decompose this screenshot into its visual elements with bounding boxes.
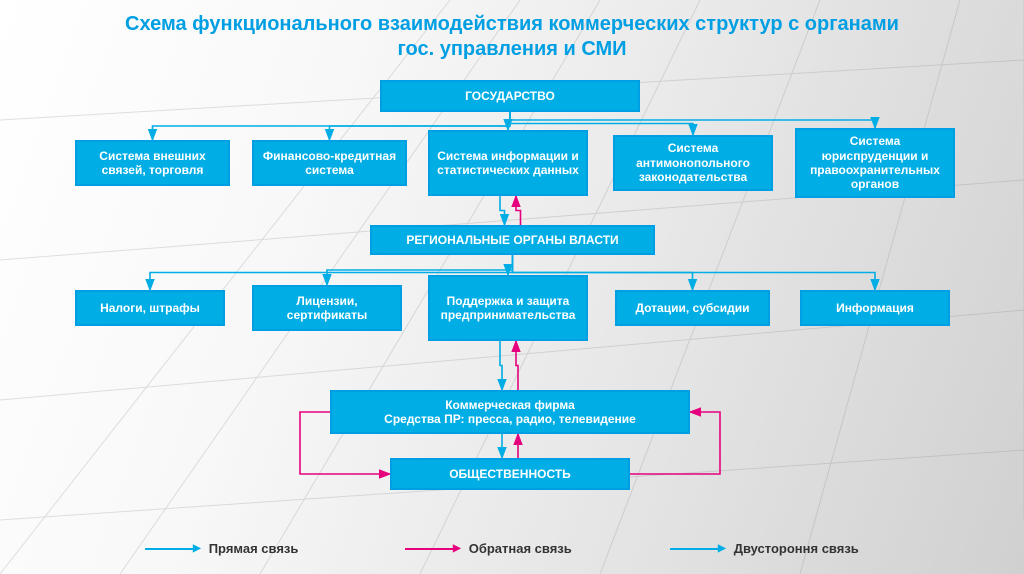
node-sys5: Система юриспруденции и правоохранительн… [795, 128, 955, 198]
legend-swatch [405, 548, 453, 550]
node-sys1: Система внешних связей, торговля [75, 140, 230, 186]
node-dot: Дотации, субсидии [615, 290, 770, 326]
legend-label: Двустороння связь [734, 541, 859, 556]
node-sys3: Система информации и статистических данн… [428, 130, 588, 196]
diagram-title: Схема функционального взаимодействия ком… [112, 12, 912, 62]
node-firm: Коммерческая фирма Средства ПР: пресса, … [330, 390, 690, 434]
node-public: ОБЩЕСТВЕННОСТЬ [390, 458, 630, 490]
node-sys2: Финансово-кредитная система [252, 140, 407, 186]
node-tax: Налоги, штрафы [75, 290, 225, 326]
legend-arrow-icon: ▶ [193, 543, 201, 554]
node-supp: Поддержка и защита предпринимательства [428, 275, 588, 341]
legend-swatch [670, 548, 718, 550]
legend-label: Обратная связь [469, 541, 572, 556]
node-gov: ГОСУДАРСТВО [380, 80, 640, 112]
legend-arrow-icon: ▶ [453, 543, 461, 554]
node-lic: Лицензии, сертификаты [252, 285, 402, 331]
node-reg: РЕГИОНАЛЬНЫЕ ОРГАНЫ ВЛАСТИ [370, 225, 655, 255]
node-sys4: Система антимонопольного законодательств… [613, 135, 773, 191]
legend-label: Прямая связь [209, 541, 299, 556]
node-info: Информация [800, 290, 950, 326]
legend-0: ▶ Прямая связь [145, 541, 298, 556]
legend-swatch [145, 548, 193, 550]
legend-2: ▶ Двустороння связь [670, 541, 859, 556]
legend-arrow-icon: ▶ [718, 543, 726, 554]
legend-1: ▶ Обратная связь [405, 541, 572, 556]
